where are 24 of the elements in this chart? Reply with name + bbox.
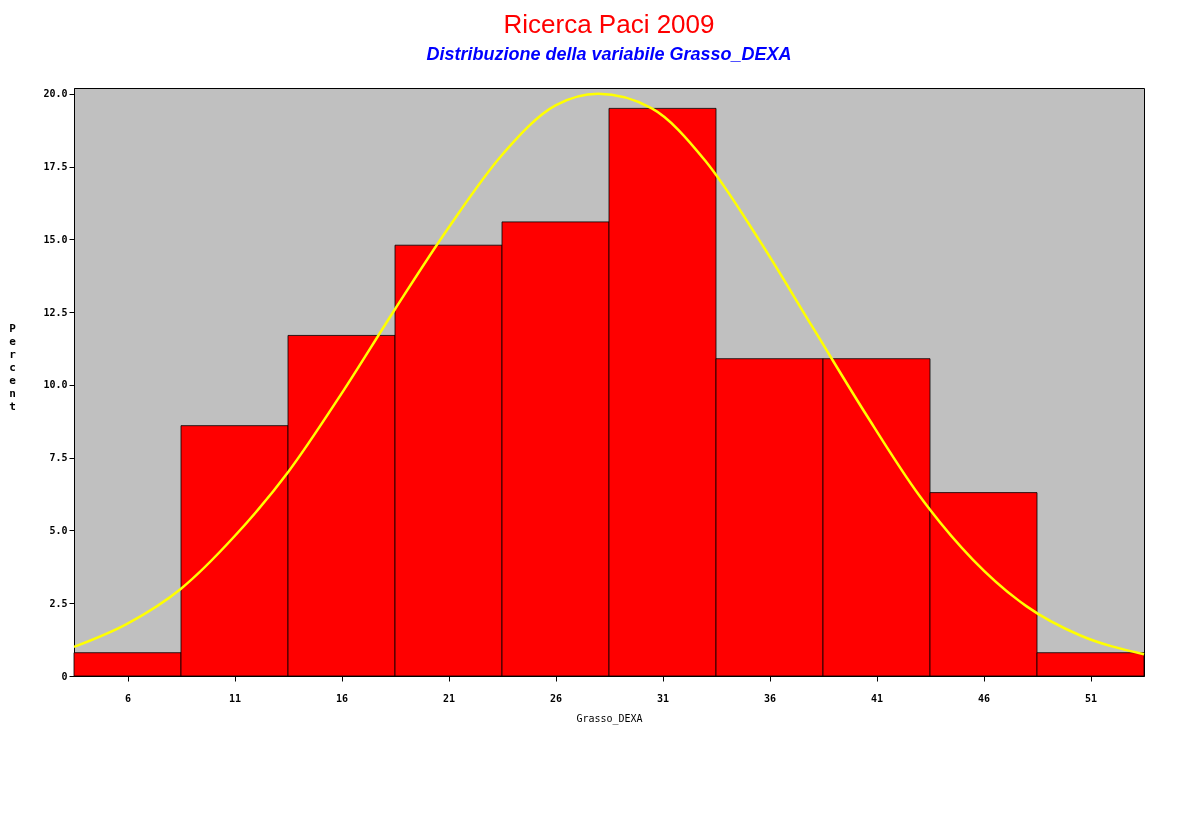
chart-subtitle: Distribuzione della variabile Grasso_DEXA <box>426 44 792 64</box>
x-tick-label: 6 <box>124 692 132 704</box>
y-tick-label: 20.0 <box>43 88 68 100</box>
x-tick-label: 16 <box>335 692 349 704</box>
x-tick-label: 26 <box>549 692 563 704</box>
x-tick-label: 51 <box>1084 692 1098 704</box>
x-tick-label: 41 <box>870 692 884 704</box>
x-tick-label: 31 <box>656 692 670 704</box>
y-tick-label: 12.5 <box>43 306 68 318</box>
line-series <box>72 92 1146 656</box>
y-tick-label: 0 <box>61 670 68 682</box>
x-axis-title: Grasso_DEXA <box>576 712 643 725</box>
y-tick-label: 7.5 <box>49 452 68 464</box>
y-tick-label: 5.0 <box>49 524 68 536</box>
y-tick-label: 10.0 <box>43 379 68 391</box>
x-tick-label: 36 <box>763 692 777 704</box>
y-tick-label: 17.5 <box>43 161 68 173</box>
y-tick-label: 15.0 <box>43 233 68 245</box>
x-tick-label: 11 <box>228 692 242 704</box>
chart-title: Ricerca Paci 2009 <box>503 9 715 39</box>
y-axis-title: Percent <box>9 321 17 413</box>
x-tick-label: 21 <box>442 692 456 704</box>
y-tick-label: 2.5 <box>49 597 68 609</box>
x-tick-label: 46 <box>977 692 991 704</box>
